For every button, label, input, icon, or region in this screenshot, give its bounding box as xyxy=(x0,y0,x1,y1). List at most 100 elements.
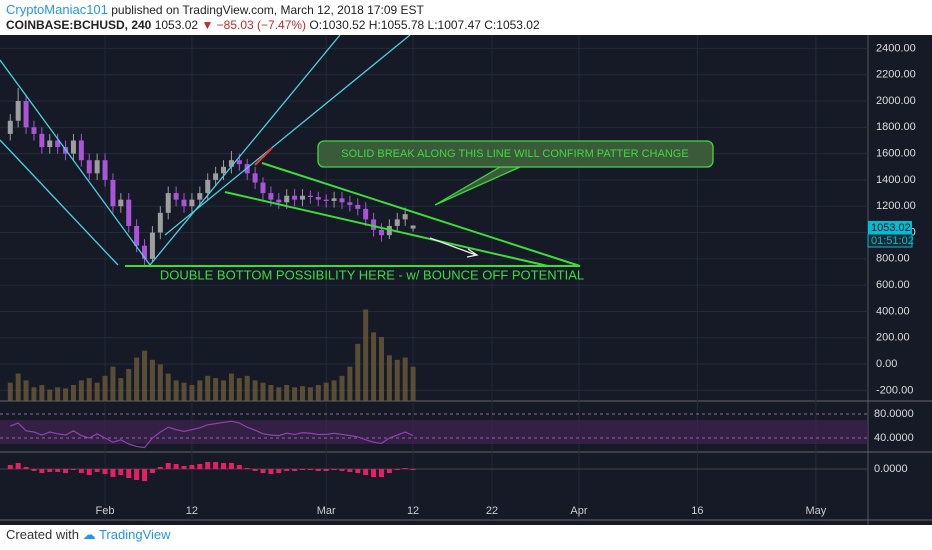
candle-body xyxy=(371,219,377,230)
candle-body xyxy=(268,193,274,200)
volume-bar xyxy=(78,380,84,401)
y-tick-label: 600.00 xyxy=(876,279,910,291)
callout xyxy=(317,140,714,168)
candle-body xyxy=(189,199,195,207)
header: CryptoManiac101 published on TradingView… xyxy=(6,2,540,32)
y-tick-label: 800.00 xyxy=(876,253,910,265)
trend-line xyxy=(164,35,411,236)
candle-body xyxy=(197,193,203,200)
volume-bar xyxy=(252,380,258,401)
candle-body xyxy=(221,166,227,174)
candle-body xyxy=(276,199,282,203)
macd-bar xyxy=(284,469,290,471)
macd-bar xyxy=(197,464,203,469)
symbol: COINBASE:BCHUSD, 240 xyxy=(6,18,152,32)
candle-body xyxy=(236,160,242,165)
x-tick-label: May xyxy=(805,505,826,517)
candle-body xyxy=(228,160,234,167)
volume-bar xyxy=(86,378,92,401)
macd-bar xyxy=(331,469,337,470)
ohlc: L:1007.47 xyxy=(427,18,481,32)
volume-bar xyxy=(126,368,132,401)
candle-body xyxy=(331,198,337,201)
volume-bar xyxy=(331,380,337,401)
macd-bar xyxy=(78,469,84,473)
y-tick-label: 1800.00 xyxy=(876,121,916,133)
author[interactable]: CryptoManiac101 xyxy=(6,2,108,17)
y-tick-label: 2000.00 xyxy=(876,95,916,107)
macd-bar xyxy=(39,469,45,473)
candle-body xyxy=(86,160,92,174)
volume-bar xyxy=(315,384,321,401)
volume-bar xyxy=(149,359,155,401)
macd-bar xyxy=(402,468,408,469)
volume-bar xyxy=(55,387,61,401)
countdown: 01:51:02 xyxy=(871,235,914,247)
volume-bar xyxy=(260,382,266,401)
macd-bar xyxy=(252,469,258,471)
x-tick-label: Mar xyxy=(317,505,336,517)
candle-body xyxy=(205,179,211,194)
x-tick-label: 22 xyxy=(486,505,498,517)
macd-bar xyxy=(118,469,124,475)
trend-line xyxy=(224,191,549,267)
ohlc: O:1030.52 xyxy=(309,18,366,32)
candle-body xyxy=(292,195,298,200)
candle-body xyxy=(173,193,179,200)
macd-bar xyxy=(70,469,76,470)
candle-body xyxy=(78,140,84,161)
candle-body xyxy=(23,101,29,128)
rsi-line xyxy=(10,420,414,449)
macd-bar xyxy=(213,462,219,469)
macd-bar xyxy=(173,464,179,469)
price-label-box xyxy=(868,221,912,234)
y-tick-label: 200.00 xyxy=(876,332,910,344)
macd-bar xyxy=(260,469,266,473)
candle-body xyxy=(307,195,313,198)
macd-bar xyxy=(23,467,29,469)
countdown-box xyxy=(867,233,913,248)
candle-body xyxy=(149,232,155,259)
volume-bar xyxy=(181,382,187,401)
x-tick-label: 16 xyxy=(691,505,703,517)
macd-bar xyxy=(15,463,21,469)
arrow xyxy=(429,237,477,256)
volume-bar xyxy=(339,375,345,401)
macd-bar xyxy=(134,469,140,480)
volume-bar xyxy=(39,384,45,401)
volume-bar xyxy=(47,389,53,401)
ohlc: C:1053.02 xyxy=(484,18,540,32)
candle-body xyxy=(323,199,329,201)
volume-bar xyxy=(173,380,179,401)
macd-bar xyxy=(126,469,132,478)
macd-bar xyxy=(63,469,69,473)
candle-body xyxy=(299,195,305,200)
change: −85.03 (−7.47%) xyxy=(216,18,307,32)
volume-bar xyxy=(63,388,69,401)
volume-bar xyxy=(323,382,329,401)
candle-body xyxy=(94,160,100,174)
rsi-band xyxy=(0,420,868,445)
macd-bar xyxy=(7,465,13,469)
macd-bar xyxy=(221,463,227,469)
macd-bar xyxy=(299,469,305,470)
annotation: DOUBLE BOTTOM POSSIBILITY HERE - w/ BOUN… xyxy=(160,267,584,282)
macd-bar xyxy=(323,469,329,471)
volume-bar xyxy=(284,384,290,401)
macd-bar xyxy=(394,469,400,470)
macd-bar xyxy=(86,469,92,475)
candle-body xyxy=(315,197,321,200)
x-tick-label: 12 xyxy=(407,505,419,517)
macd-bar xyxy=(47,469,53,472)
macd-bar xyxy=(149,469,155,473)
candle-body xyxy=(142,245,148,259)
candle-body xyxy=(7,120,13,134)
volume-bar xyxy=(268,384,274,401)
macd-bar xyxy=(236,465,242,469)
published: published on TradingView.com, March 12, … xyxy=(111,3,424,17)
y-tick-label: 1200.00 xyxy=(876,200,916,212)
macd-bar xyxy=(339,469,345,471)
candle-body xyxy=(347,202,353,205)
arrow xyxy=(466,248,479,258)
